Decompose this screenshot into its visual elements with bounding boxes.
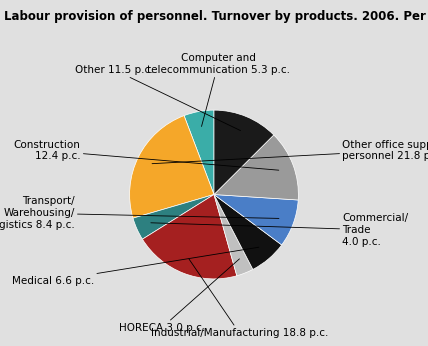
Text: Commercial/
Trade
4.0 p.c.: Commercial/ Trade 4.0 p.c. — [151, 213, 408, 247]
Text: Computer and
telecommunication 5.3 p.c.: Computer and telecommunication 5.3 p.c. — [147, 53, 290, 126]
Text: Labour provision of personnel. Turnover by products. 2006. Per cent: Labour provision of personnel. Turnover … — [4, 10, 428, 24]
Wedge shape — [143, 194, 237, 279]
Wedge shape — [184, 110, 214, 194]
Text: Industrial/Manufacturing 18.8 p.c.: Industrial/Manufacturing 18.8 p.c. — [151, 259, 328, 338]
Wedge shape — [214, 110, 274, 194]
Text: Medical 6.6 p.c.: Medical 6.6 p.c. — [12, 247, 259, 285]
Text: Construction
12.4 p.c.: Construction 12.4 p.c. — [14, 140, 279, 170]
Wedge shape — [214, 194, 253, 276]
Wedge shape — [214, 135, 298, 200]
Wedge shape — [214, 194, 298, 245]
Wedge shape — [133, 194, 214, 239]
Wedge shape — [130, 116, 214, 218]
Text: HORECA 3.0 p.c.: HORECA 3.0 p.c. — [119, 259, 239, 333]
Text: Transport/
Warehousing/
Logistics 8.4 p.c.: Transport/ Warehousing/ Logistics 8.4 p.… — [0, 197, 279, 230]
Wedge shape — [214, 194, 282, 270]
Text: Other office support
personnel 21.8 p.c.: Other office support personnel 21.8 p.c. — [152, 140, 428, 164]
Text: Other 11.5 p.c.: Other 11.5 p.c. — [74, 65, 241, 130]
